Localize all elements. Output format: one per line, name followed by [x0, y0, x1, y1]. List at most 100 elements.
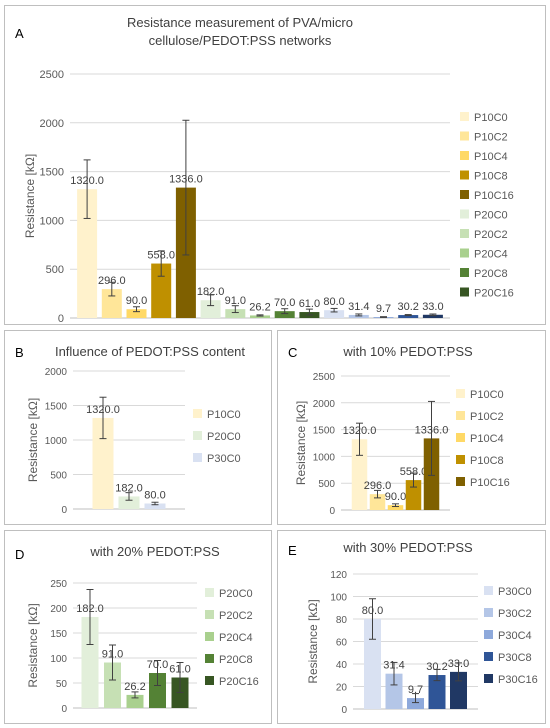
legend-swatch: [460, 170, 469, 180]
y-tick-label: 200: [50, 604, 67, 615]
data-label: 1320.0: [70, 175, 104, 187]
panel-e: E with 30% PEDOT:PSS 0 20 40 60 80 100 120 Resi…: [277, 530, 546, 724]
error-bar: [355, 313, 363, 317]
y-tick-label: 500: [318, 479, 335, 490]
bar: [407, 698, 424, 709]
bar: [405, 480, 422, 510]
legend-swatch: [193, 431, 202, 440]
error-bar: [231, 305, 239, 314]
y-tick-label: 0: [58, 313, 64, 325]
legend-label: P30C2: [498, 608, 532, 620]
bar: [385, 673, 403, 709]
data-label: 182.0: [76, 603, 104, 615]
legend-swatch: [205, 610, 214, 619]
bar: [151, 263, 172, 318]
panel-b: B Influence of PEDOT:PSS content 0 500 100…: [4, 330, 272, 525]
bar: [274, 311, 295, 318]
data-label: 30.2: [426, 661, 447, 673]
bar: [422, 314, 443, 318]
legend-label: P30C4: [498, 630, 532, 642]
error-bar: [133, 306, 140, 313]
legend-swatch: [456, 455, 465, 464]
y-tick-label: 0: [341, 705, 347, 716]
data-label: 31.4: [348, 301, 369, 313]
data-label: 91.0: [225, 295, 246, 307]
bar: [144, 503, 166, 509]
legend-swatch: [460, 112, 469, 121]
chart-svg: 0 500 1000 1500 2000 2500 Resistance [kΩ] 1320.…: [294, 372, 510, 517]
error-bar: [281, 308, 289, 315]
y-tick-label: 2000: [45, 367, 68, 378]
legend-swatch: [456, 411, 465, 420]
error-bar: [390, 661, 398, 686]
chart-title: with 20% PEDOT:PSS: [90, 544, 220, 559]
bar: [126, 694, 144, 708]
error-bar: [410, 472, 417, 488]
chart-svg: 0 500 1000 1500 2000 Resistance [kΩ] 1320.0 182…: [26, 367, 241, 516]
panel-d: D with 20% PEDOT:PSS 0 50 100 150 200 250 Resi…: [4, 530, 272, 724]
error-bar: [374, 489, 381, 499]
error-bar: [392, 503, 399, 508]
bar: [348, 314, 369, 318]
data-label: 90.0: [385, 491, 406, 503]
y-tick-label: 1000: [40, 215, 64, 227]
legend-label: P20C2: [219, 610, 253, 622]
legend-label: P20C4: [219, 632, 253, 644]
error-bar: [154, 660, 161, 686]
legend-swatch: [484, 674, 493, 683]
legend-label: P10C8: [470, 455, 504, 467]
data-label: 26.2: [124, 681, 145, 693]
y-tick-label: 250: [50, 579, 67, 590]
legend-swatch: [456, 433, 465, 442]
data-label: 182.0: [115, 482, 143, 494]
legend-label: P20C0: [207, 431, 241, 443]
data-label: 1320.0: [86, 404, 120, 416]
bar: [369, 494, 386, 510]
error-bar: [455, 662, 462, 682]
y-tick-label: 2500: [313, 372, 336, 383]
y-tick-label: 100: [50, 654, 67, 665]
data-label: 80.0: [144, 489, 165, 501]
legend-label: P20C8: [474, 268, 508, 280]
error-bar: [256, 314, 264, 317]
bar: [101, 289, 122, 318]
legend-label: P10C4: [470, 433, 504, 445]
data-label: 182.0: [197, 286, 225, 298]
data-label: 296.0: [98, 275, 126, 287]
bar: [324, 310, 345, 318]
error-bar: [157, 250, 165, 277]
y-axis-label: Resistance [kΩ]: [26, 603, 40, 687]
bar: [81, 617, 99, 708]
legend-swatch: [460, 287, 469, 297]
bar: [149, 673, 166, 708]
y-tick-label: 1500: [313, 426, 336, 437]
error-bar: [429, 313, 437, 317]
panel-a: A Resistance measurement of PVA/micro ce…: [4, 5, 546, 325]
error-bar: [412, 693, 419, 704]
data-label: 70.0: [147, 659, 168, 671]
legend-swatch: [484, 608, 493, 617]
bar: [387, 505, 404, 510]
legend-label: P20C8: [219, 654, 253, 666]
data-label: 61.0: [169, 664, 190, 676]
chart-title: Resistance measurement of PVA/micro cell…: [127, 15, 353, 48]
panel-letter: B: [15, 345, 24, 360]
legend-label: P20C4: [474, 249, 508, 261]
legend-swatch: [205, 632, 214, 641]
bar: [450, 671, 467, 709]
panel-letter: C: [288, 345, 298, 360]
y-axis-label: Resistance [kΩ]: [26, 398, 40, 482]
legend-label: P30C0: [498, 586, 532, 598]
panel-letter: E: [288, 543, 297, 558]
data-label: 80.0: [323, 296, 344, 308]
data-label: 26.2: [249, 301, 270, 313]
y-tick-label: 1000: [45, 436, 68, 447]
y-tick-label: 0: [61, 704, 67, 715]
legend-label: P10C0: [207, 409, 241, 421]
y-tick-label: 0: [329, 506, 335, 517]
data-label: 70.0: [274, 297, 295, 309]
error-bar: [330, 307, 338, 313]
error-bar: [380, 316, 387, 318]
y-tick-label: 1500: [40, 167, 64, 179]
chart-svg: 0 20 40 60 80 100 120 Resistance [kΩ] 80.0 31.4 9.…: [306, 570, 538, 716]
